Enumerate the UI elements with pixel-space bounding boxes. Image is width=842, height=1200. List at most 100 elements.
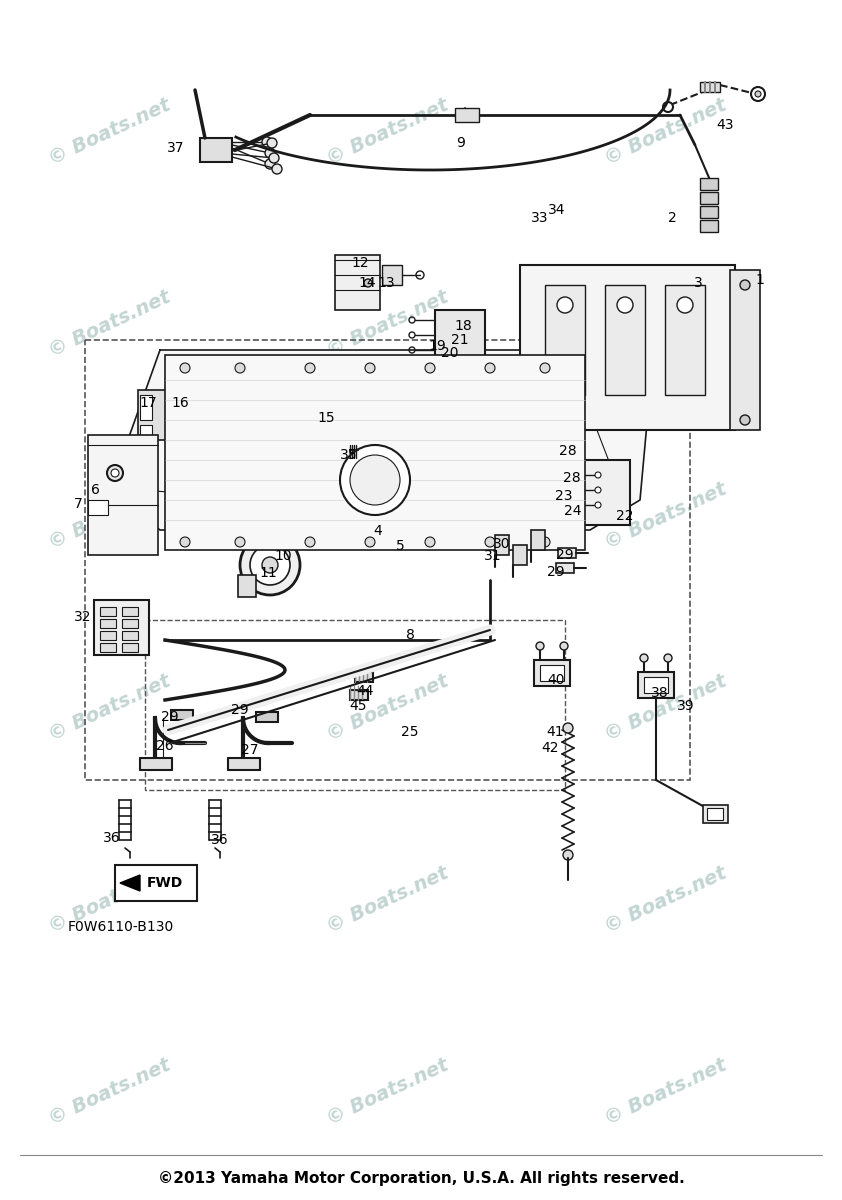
Text: 32: 32 xyxy=(74,610,92,624)
Circle shape xyxy=(269,152,279,163)
Bar xyxy=(122,607,138,616)
Text: © Boats.net: © Boats.net xyxy=(45,287,173,361)
Circle shape xyxy=(540,538,550,547)
Bar xyxy=(730,270,760,430)
Text: 28: 28 xyxy=(559,444,577,458)
Bar xyxy=(545,284,585,395)
Circle shape xyxy=(305,362,315,373)
Bar xyxy=(238,575,256,596)
Circle shape xyxy=(663,102,673,112)
Circle shape xyxy=(485,538,495,547)
Text: 13: 13 xyxy=(377,276,395,290)
Circle shape xyxy=(751,86,765,101)
Circle shape xyxy=(617,296,633,313)
Text: 18: 18 xyxy=(454,319,472,332)
Text: FWD: FWD xyxy=(147,876,183,890)
Bar xyxy=(122,619,138,628)
Bar xyxy=(172,385,207,430)
Bar xyxy=(140,758,172,770)
Text: © Boats.net: © Boats.net xyxy=(323,671,451,745)
Text: 34: 34 xyxy=(548,203,566,217)
Text: 12: 12 xyxy=(351,256,369,270)
Circle shape xyxy=(563,722,573,733)
Bar xyxy=(335,254,380,310)
Circle shape xyxy=(664,654,672,662)
Circle shape xyxy=(107,464,123,481)
Text: 9: 9 xyxy=(456,136,466,150)
Text: © Boats.net: © Boats.net xyxy=(601,1055,729,1129)
Bar xyxy=(100,631,116,640)
Text: ©2013 Yamaha Motor Corporation, U.S.A. All rights reserved.: ©2013 Yamaha Motor Corporation, U.S.A. A… xyxy=(157,1170,685,1186)
Text: 37: 37 xyxy=(168,140,184,155)
Text: © Boats.net: © Boats.net xyxy=(601,671,729,745)
Text: 6: 6 xyxy=(91,482,99,497)
Bar xyxy=(540,665,564,680)
Circle shape xyxy=(365,538,375,547)
Text: 39: 39 xyxy=(677,698,695,713)
Circle shape xyxy=(595,502,601,508)
Bar xyxy=(88,434,158,554)
Text: 26: 26 xyxy=(156,739,173,754)
Text: 29: 29 xyxy=(557,548,573,562)
Circle shape xyxy=(364,278,372,287)
Bar xyxy=(700,192,718,204)
Text: © Boats.net: © Boats.net xyxy=(601,287,729,361)
Text: 20: 20 xyxy=(441,346,459,360)
Circle shape xyxy=(265,383,275,392)
Text: © Boats.net: © Boats.net xyxy=(323,287,451,361)
Text: © Boats.net: © Boats.net xyxy=(323,863,451,937)
Text: © Boats.net: © Boats.net xyxy=(45,1055,173,1129)
Text: © Boats.net: © Boats.net xyxy=(601,95,729,169)
Circle shape xyxy=(180,538,190,547)
Circle shape xyxy=(755,91,761,97)
Bar xyxy=(115,865,197,901)
Circle shape xyxy=(235,380,245,390)
Text: © Boats.net: © Boats.net xyxy=(45,863,173,937)
Bar xyxy=(520,460,630,526)
Polygon shape xyxy=(110,350,650,530)
Text: 41: 41 xyxy=(546,725,564,739)
Bar xyxy=(435,310,485,370)
Bar xyxy=(707,808,723,820)
Bar xyxy=(638,672,674,698)
Bar xyxy=(530,470,575,515)
Circle shape xyxy=(350,455,400,505)
Bar xyxy=(556,563,574,572)
Bar xyxy=(228,758,260,770)
Circle shape xyxy=(205,374,215,385)
Text: 16: 16 xyxy=(171,396,189,410)
Bar xyxy=(495,535,509,554)
Bar xyxy=(700,220,718,232)
Bar xyxy=(138,390,166,440)
Circle shape xyxy=(250,545,290,584)
Bar xyxy=(220,445,230,460)
Text: 27: 27 xyxy=(242,743,258,757)
Bar xyxy=(382,265,402,284)
Bar xyxy=(355,672,373,682)
Polygon shape xyxy=(120,875,140,890)
Text: 4: 4 xyxy=(374,524,382,538)
Circle shape xyxy=(595,487,601,493)
Circle shape xyxy=(240,535,300,595)
Text: 15: 15 xyxy=(317,410,335,425)
Text: F0W6110-B130: F0W6110-B130 xyxy=(68,920,174,934)
Bar xyxy=(455,108,479,122)
Bar xyxy=(100,643,116,652)
Text: 36: 36 xyxy=(211,833,229,847)
Circle shape xyxy=(267,138,277,148)
Circle shape xyxy=(560,642,568,650)
Circle shape xyxy=(111,469,119,476)
Circle shape xyxy=(565,360,575,370)
Bar xyxy=(558,548,576,558)
Text: 19: 19 xyxy=(428,338,446,353)
Circle shape xyxy=(640,654,648,662)
Circle shape xyxy=(262,557,278,572)
Circle shape xyxy=(425,362,435,373)
Text: © Boats.net: © Boats.net xyxy=(45,479,173,553)
Circle shape xyxy=(365,362,375,373)
Text: © Boats.net: © Boats.net xyxy=(323,95,451,169)
Text: 40: 40 xyxy=(547,673,565,686)
Text: 45: 45 xyxy=(349,698,367,713)
Text: 44: 44 xyxy=(356,684,374,698)
Bar xyxy=(94,600,149,655)
